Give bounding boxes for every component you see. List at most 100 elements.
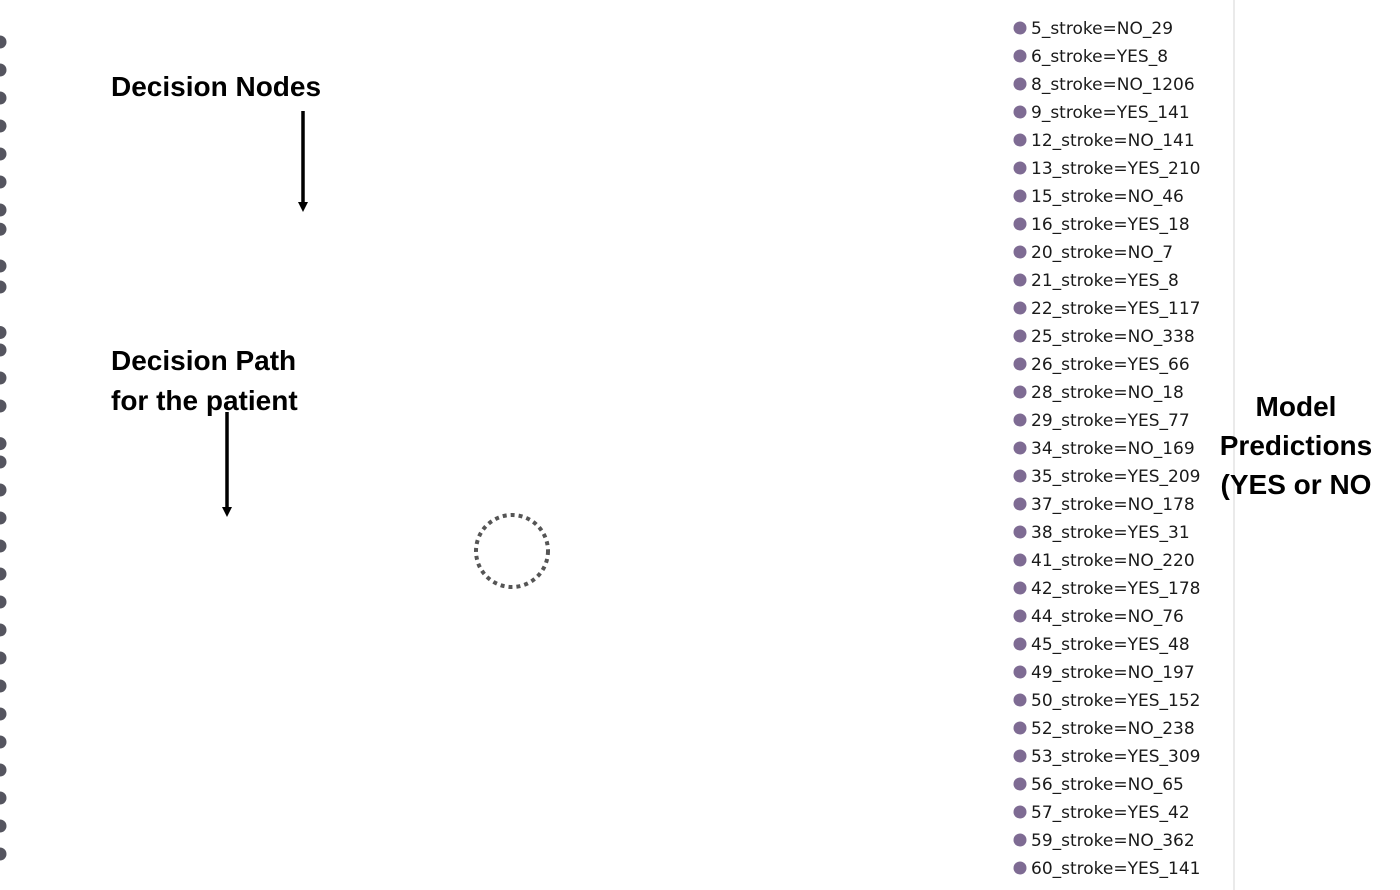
decision-node-30[interactable]: 30_age<=67.5	[0, 649, 7, 669]
decision-node-46[interactable]: 46_avg_glucose_level<=126.82	[0, 761, 7, 781]
node-dot[interactable]	[0, 511, 7, 525]
decision-node-17[interactable]: 17_bmi<=26.35	[0, 324, 7, 344]
leaf-node-20[interactable]: 20_stroke=NO_7	[1013, 243, 1174, 263]
node-dot[interactable]	[1013, 49, 1027, 63]
node-dot[interactable]	[0, 35, 7, 49]
node-dot[interactable]	[1013, 693, 1027, 707]
decision-node-1[interactable]: 1_age<=44.5	[0, 220, 7, 240]
decision-node-54[interactable]: 54_bmi<=26.35	[0, 817, 7, 837]
node-dot[interactable]	[1013, 553, 1027, 567]
node-dot[interactable]	[1013, 161, 1027, 175]
leaf-node-25[interactable]: 25_stroke=NO_338	[1013, 327, 1195, 347]
leaf-node-45[interactable]: 45_stroke=YES_48	[1013, 635, 1190, 655]
decision-node-55[interactable]: 55_bmi<=24.05	[0, 789, 7, 809]
node-dot[interactable]	[0, 326, 7, 339]
leaf-node-12[interactable]: 12_stroke=NO_141	[1013, 131, 1195, 151]
node-dot[interactable]	[0, 399, 7, 413]
node-dot[interactable]	[1013, 77, 1027, 91]
node-dot[interactable]	[1013, 329, 1027, 343]
decision-node-33[interactable]: 33_gender_Male=NO/YES	[0, 453, 7, 473]
node-dot[interactable]	[1013, 357, 1027, 371]
node-dot[interactable]	[1013, 441, 1027, 455]
node-dot[interactable]	[1013, 273, 1027, 287]
node-dot[interactable]	[1013, 637, 1027, 651]
node-dot[interactable]	[0, 91, 7, 105]
leaf-node-29[interactable]: 29_stroke=YES_77	[1013, 411, 1190, 431]
leaf-node-41[interactable]: 41_stroke=NO_220	[1013, 551, 1195, 571]
node-dot[interactable]	[0, 119, 7, 133]
node-dot[interactable]	[0, 343, 7, 357]
leaf-node-22[interactable]: 22_stroke=YES_117	[1013, 299, 1201, 319]
decision-node-4[interactable]: 4_avg_glucose_level<=57.93	[0, 33, 7, 53]
decision-node-58[interactable]: 58_work_type_Self-employed=NO/YES	[0, 845, 7, 865]
node-dot[interactable]	[1013, 245, 1027, 259]
node-dot[interactable]	[0, 147, 7, 161]
node-dot[interactable]	[1013, 833, 1027, 847]
leaf-node-50[interactable]: 50_stroke=YES_152	[1013, 691, 1201, 711]
leaf-node-15[interactable]: 15_stroke=NO_46	[1013, 187, 1184, 207]
node-dot[interactable]	[1013, 413, 1027, 427]
decision-node-7[interactable]: 7_smoking_status_smokes=NO/YES	[0, 89, 7, 109]
leaf-node-5[interactable]: 5_stroke=NO_29	[1013, 19, 1174, 39]
decision-node-0[interactable]: 0_age<=53.5	[0, 435, 7, 455]
decision-node-11[interactable]: 11_avg_glucose_level<=83.46	[0, 145, 7, 165]
node-dot[interactable]	[0, 567, 7, 581]
node-dot[interactable]	[1013, 385, 1027, 399]
decision-node-3[interactable]: 3_avg_glucose_level<=57.94	[0, 61, 7, 81]
node-dot[interactable]	[0, 203, 7, 217]
node-dot[interactable]	[0, 595, 7, 609]
node-dot[interactable]	[0, 763, 7, 777]
node-dot[interactable]	[0, 707, 7, 721]
node-dot[interactable]	[0, 539, 7, 553]
node-dot[interactable]	[0, 735, 7, 749]
node-dot[interactable]	[0, 847, 7, 861]
node-dot[interactable]	[0, 437, 7, 451]
node-dot[interactable]	[1013, 189, 1027, 203]
decision-node-19[interactable]: 19_age<=48.5	[0, 257, 7, 277]
leaf-node-60[interactable]: 60_stroke=YES_141	[1013, 859, 1201, 879]
decision-node-27[interactable]: 27_age<=49.5	[0, 397, 7, 417]
node-dot[interactable]	[1013, 609, 1027, 623]
decision-node-10[interactable]: 10_work_type_Self-employed=NO/YES	[0, 173, 7, 193]
node-dot[interactable]	[1013, 749, 1027, 763]
node-dot[interactable]	[0, 222, 7, 236]
leaf-node-53[interactable]: 53_stroke=YES_309	[1013, 747, 1201, 767]
node-dot[interactable]	[0, 371, 7, 385]
node-dot[interactable]	[1013, 777, 1027, 791]
decision-node-31[interactable]: 31_avg_glucose_level<=104.47	[0, 537, 7, 557]
leaf-node-6[interactable]: 6_stroke=YES_8	[1013, 47, 1169, 67]
leaf-node-57[interactable]: 57_stroke=YES_42	[1013, 803, 1190, 823]
decision-node-47[interactable]: 47_age<=76.5	[0, 705, 7, 725]
leaf-node-34[interactable]: 34_stroke=NO_169	[1013, 439, 1195, 459]
decision-node-32[interactable]: 32_smoking_status_never smoked=NO/YES	[0, 481, 7, 501]
decision-node-2[interactable]: 2_age<=37.5	[0, 117, 7, 137]
node-dot[interactable]	[0, 455, 7, 469]
node-dot[interactable]	[0, 280, 7, 294]
leaf-node-28[interactable]: 28_stroke=NO_18	[1013, 383, 1184, 403]
leaf-node-26[interactable]: 26_stroke=YES_66	[1013, 355, 1190, 375]
decision-node-39[interactable]: 39_smoking_status_never smoked=NO/YES	[0, 593, 7, 613]
node-dot[interactable]	[1013, 217, 1027, 231]
leaf-node-13[interactable]: 13_stroke=YES_210	[1013, 159, 1201, 179]
node-dot[interactable]	[0, 819, 7, 833]
node-dot[interactable]	[1013, 525, 1027, 539]
leaf-node-52[interactable]: 52_stroke=NO_238	[1013, 719, 1195, 739]
node-dot[interactable]	[1013, 21, 1027, 35]
decision-node-14[interactable]: 14_Residence_type_Rural=NO/YES	[0, 201, 7, 221]
node-dot[interactable]	[0, 623, 7, 637]
leaf-node-59[interactable]: 59_stroke=NO_362	[1013, 831, 1195, 851]
node-dot[interactable]	[1013, 861, 1027, 875]
decision-node-36[interactable]: 36_ever_married_No=NO/YES	[0, 509, 7, 529]
node-dot[interactable]	[0, 791, 7, 805]
node-dot[interactable]	[0, 483, 7, 497]
node-dot[interactable]	[0, 679, 7, 693]
decision-node-40[interactable]: 40_bmi<=35.4	[0, 565, 7, 585]
leaf-node-37[interactable]: 37_stroke=NO_178	[1013, 495, 1195, 515]
decision-node-43[interactable]: 43_avg_glucose_level<=208.25	[0, 621, 7, 641]
node-dot[interactable]	[0, 175, 7, 189]
node-dot[interactable]	[1013, 133, 1027, 147]
node-dot[interactable]	[1013, 805, 1027, 819]
leaf-node-49[interactable]: 49_stroke=NO_197	[1013, 663, 1195, 683]
leaf-node-16[interactable]: 16_stroke=YES_18	[1013, 215, 1190, 235]
decision-node-24[interactable]: 24_smoking_status_Unknown=NO/YES	[0, 341, 7, 361]
